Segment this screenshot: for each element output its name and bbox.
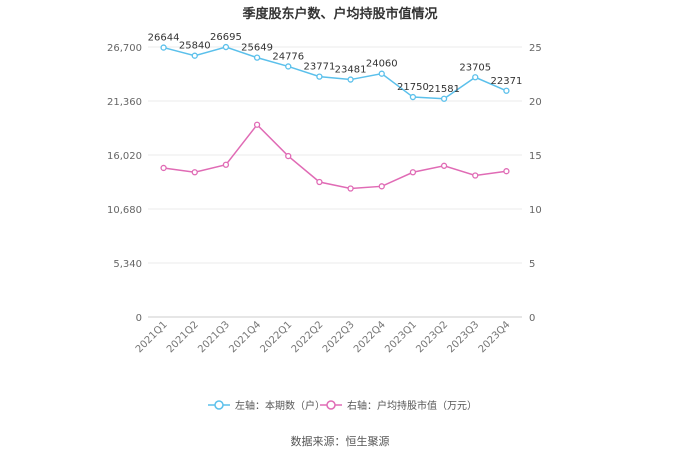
data-point [160, 44, 167, 51]
grid-lines [148, 46, 522, 318]
data-label: 22371 [491, 76, 523, 87]
left-axis-tick-label: 5,340 [113, 259, 142, 270]
data-point [160, 164, 167, 172]
x-axis-tick-label: 2023Q3 [446, 319, 482, 355]
legend-marker [214, 400, 224, 410]
x-axis-tick-label: 2022Q4 [352, 319, 388, 355]
data-label: 23705 [459, 62, 491, 73]
data-point [409, 93, 417, 101]
data-label: 24776 [272, 51, 304, 62]
data-point [253, 121, 261, 128]
data-label: 26695 [210, 32, 242, 43]
x-axis-tick-label: 2021Q4 [227, 319, 263, 355]
right-axis-tick-label: 10 [529, 205, 542, 216]
data-label: 25840 [179, 41, 211, 52]
data-point [222, 43, 230, 51]
data-point [378, 70, 385, 77]
x-axis-ticks: 2021Q12021Q22021Q32021Q42022Q12022Q22022… [134, 319, 513, 355]
left-axis-tick-label: 16,020 [107, 151, 142, 162]
right-axis-tick-label: 15 [529, 151, 542, 162]
data-point [440, 95, 448, 102]
data-point [285, 152, 292, 160]
data-point [503, 168, 510, 175]
x-axis-tick-label: 2022Q2 [290, 319, 326, 355]
data-point [409, 169, 417, 176]
x-axis-tick-label: 2021Q2 [165, 319, 201, 355]
data-label: 21581 [428, 84, 460, 95]
right-axis-tick-label: 25 [529, 43, 542, 54]
data-point [222, 161, 230, 168]
legend: 左轴：本期数（户） 右轴：户均持股市值（万元） [208, 399, 477, 412]
data-point [191, 169, 198, 176]
data-label: 24060 [366, 59, 398, 70]
right-axis-tick-label: 0 [529, 313, 535, 324]
data-point [472, 172, 479, 179]
data-point [316, 73, 323, 80]
data-label: 23481 [335, 65, 367, 76]
x-axis-tick-label: 2022Q3 [321, 319, 357, 355]
right-axis-ticks: 0 5 10 15 20 25 [529, 43, 542, 324]
data-source: 数据来源：恒生聚源 [290, 435, 390, 448]
data-point [253, 54, 261, 61]
data-point [347, 76, 354, 83]
legend-marker [326, 400, 336, 410]
x-axis-tick-label: 2023Q1 [383, 319, 419, 355]
right-axis-tick-label: 5 [529, 259, 535, 270]
legend-label: 右轴：户均持股市值（万元） [347, 399, 477, 412]
left-axis-ticks: 0 5,340 10,680 16,020 21,360 26,700 [107, 43, 142, 324]
series-line-1 [163, 46, 507, 100]
legend-label: 左轴：本期数（户） [235, 399, 325, 412]
left-axis-tick-label: 21,360 [107, 97, 142, 108]
data-label: 26644 [148, 33, 180, 44]
data-point [472, 74, 479, 81]
data-point [316, 178, 323, 186]
data-point [191, 52, 198, 59]
data-label: 21750 [397, 82, 429, 93]
data-point [503, 87, 510, 94]
chart-title: 季度股东户数、户均持股市值情况 [242, 7, 438, 22]
data-point [347, 185, 354, 192]
x-axis-tick-label: 2022Q1 [259, 319, 295, 355]
x-axis-tick-label: 2021Q1 [134, 319, 170, 355]
data-label: 25649 [241, 43, 273, 54]
left-axis-tick-label: 10,680 [107, 205, 142, 216]
data-point [378, 183, 385, 190]
x-axis-tick-label: 2023Q4 [477, 319, 513, 355]
x-axis-tick-label: 2023Q2 [414, 319, 450, 355]
series-line-2 [163, 123, 507, 190]
x-axis-tick-label: 2021Q3 [196, 319, 232, 355]
data-label: 23771 [304, 62, 336, 73]
right-axis-tick-label: 20 [529, 97, 542, 108]
left-axis-tick-label: 0 [136, 313, 142, 324]
data-point [440, 162, 448, 169]
data-point [285, 63, 292, 70]
left-axis-tick-label: 26,700 [107, 43, 142, 54]
